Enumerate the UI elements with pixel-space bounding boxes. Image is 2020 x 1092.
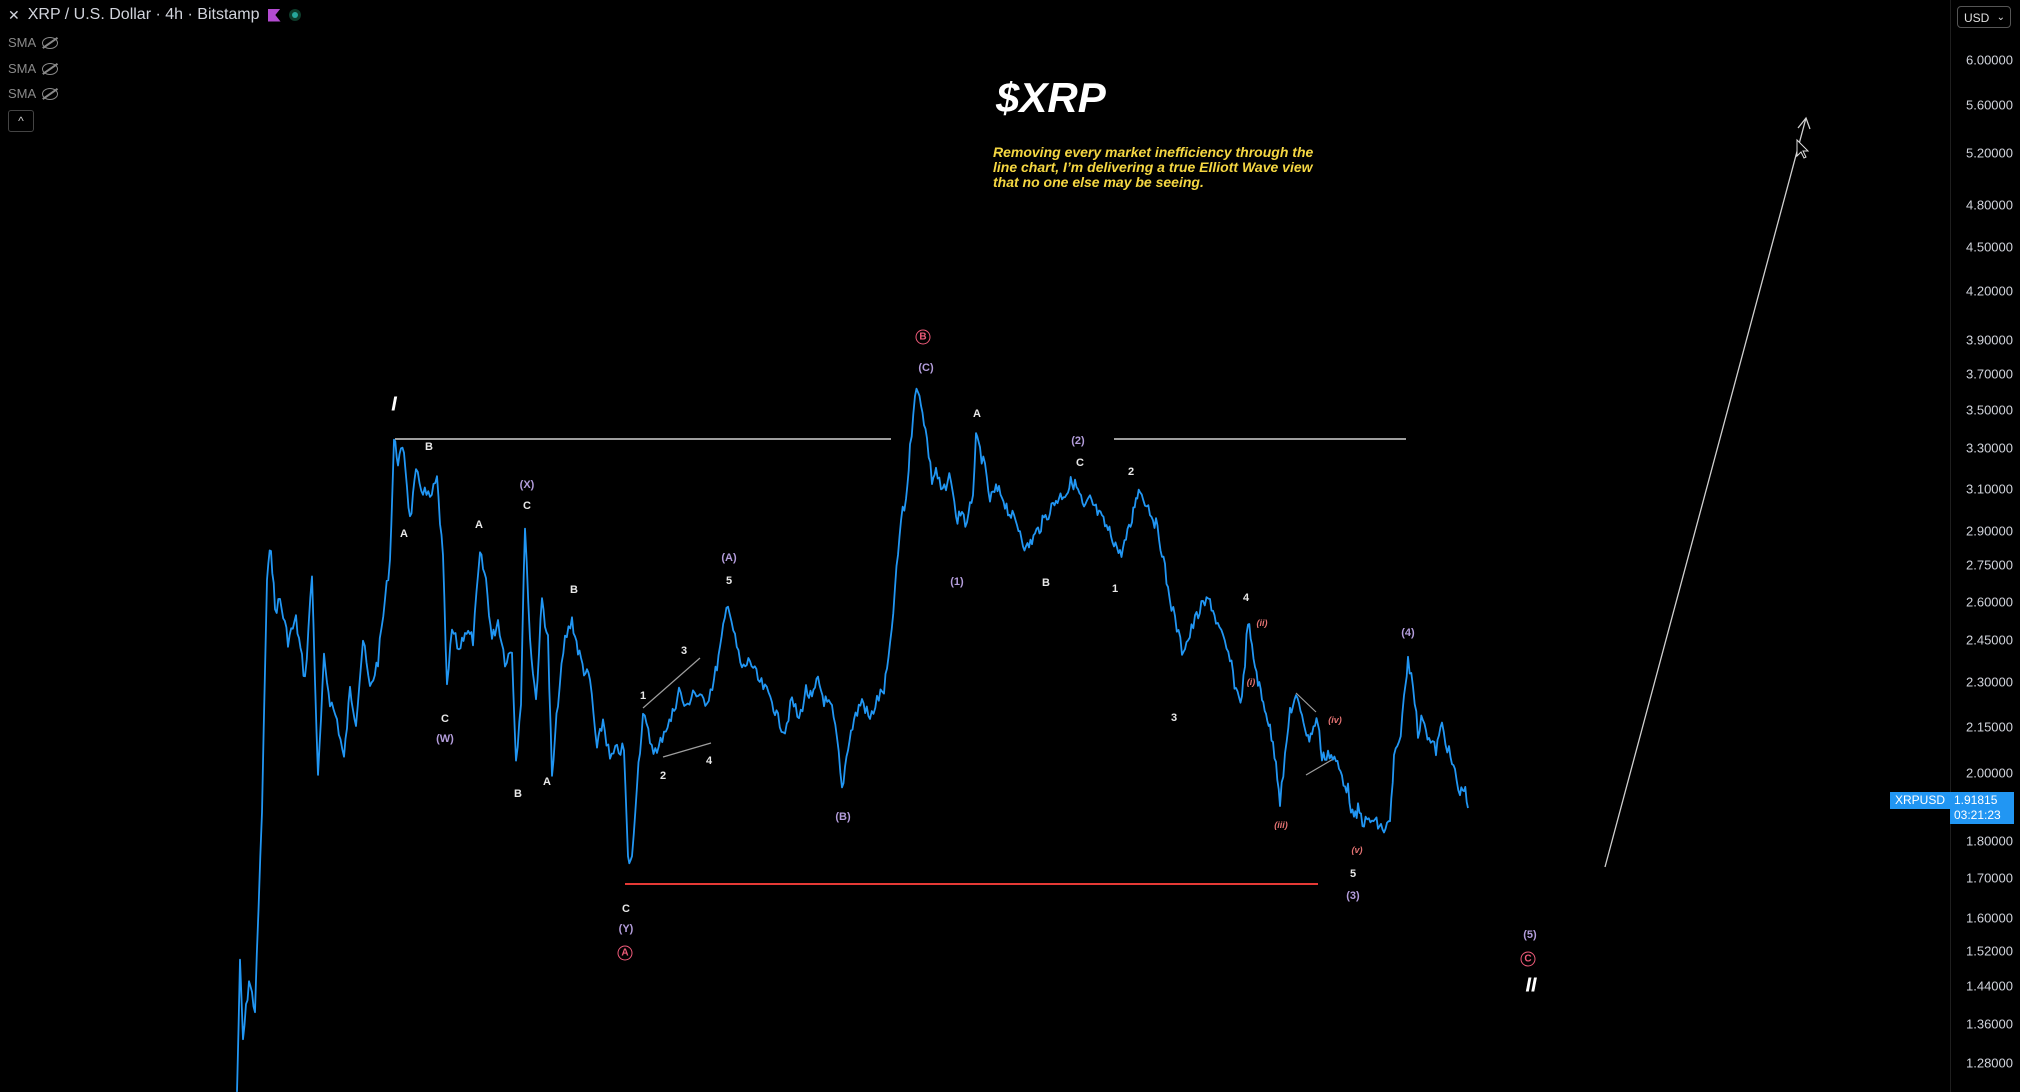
wave-label: B <box>514 788 522 800</box>
wave-label: 3 <box>680 645 688 657</box>
wave-label: (v) <box>1351 845 1363 855</box>
projection-arrow <box>1604 117 1807 868</box>
wave-label: 1 <box>1111 583 1119 595</box>
price-tick: 3.30000 <box>1966 440 2013 456</box>
wave-label: A <box>543 776 551 788</box>
wave-label: (3) <box>1346 890 1360 902</box>
price-tick: 1.44000 <box>1966 978 2013 994</box>
price-tick: 2.90000 <box>1966 523 2013 539</box>
wave-label: 4 <box>705 755 713 767</box>
price-tick: 5.20000 <box>1966 145 2013 161</box>
wedge-lower <box>662 742 712 758</box>
wave-label: B <box>425 441 433 453</box>
price-tick: 3.10000 <box>1966 481 2013 497</box>
indicator-sma-1[interactable]: SMA <box>8 35 59 50</box>
last-price-badge: 1.91815 03:21:23 <box>1950 792 2014 824</box>
wave-label: (C) <box>918 362 934 374</box>
close-icon[interactable]: ✕ <box>8 6 20 23</box>
price-tick: 1.52000 <box>1966 943 2013 959</box>
wave-label: C <box>1520 951 1536 967</box>
chevron-down-icon: ⌄ <box>1996 12 2005 23</box>
price-tick: 1.60000 <box>1966 910 2013 926</box>
wave-label: (5) <box>1523 929 1537 941</box>
price-tick: 4.20000 <box>1966 283 2013 299</box>
wave-label: A <box>617 945 633 961</box>
symbol-header[interactable]: ✕ XRP / U.S. Dollar · 4h · Bitstamp <box>8 6 301 24</box>
wave-label: A <box>973 408 981 420</box>
price-tick: 2.15000 <box>1966 719 2013 735</box>
wave-label: C <box>1076 457 1084 469</box>
wedge-upper-2 <box>1295 692 1317 713</box>
market-open-status-icon <box>288 9 301 21</box>
indicator-sma-3[interactable]: SMA <box>8 86 59 101</box>
price-tick: 2.75000 <box>1966 557 2013 573</box>
wave-label: 1 <box>639 690 647 702</box>
wave-label: A <box>400 528 408 540</box>
wave-label: 5 <box>725 575 733 587</box>
price-tick: 1.80000 <box>1966 833 2013 849</box>
price-line <box>236 387 1469 1092</box>
hidden-eye-icon[interactable] <box>42 36 59 49</box>
wedge-upper <box>642 657 701 709</box>
wave-label: B <box>1042 577 1050 589</box>
currency-select[interactable]: USD ⌄ <box>1957 6 2011 28</box>
price-tick: 6.00000 <box>1966 52 2013 68</box>
price-tick: 2.45000 <box>1966 632 2013 648</box>
hidden-eye-icon[interactable] <box>42 87 59 100</box>
wave-label: 4 <box>1242 592 1250 604</box>
wave-label: (A) <box>721 552 737 564</box>
price-axis[interactable]: USD ⌄ 6.00000 5.60000 5.20000 4.80000 4.50000… <box>1950 0 2020 1092</box>
annotation-description: Removing every market inefficiency throu… <box>993 144 1314 190</box>
wave-label: C <box>523 500 531 512</box>
wave-label: I <box>391 393 397 416</box>
wave-label: (i) <box>1246 677 1256 687</box>
indicator-sma-2[interactable]: SMA <box>8 61 59 76</box>
annotation-title: $XRP <box>996 74 1106 121</box>
price-tick: 4.80000 <box>1966 197 2013 213</box>
wave-label: 5 <box>1349 868 1357 880</box>
wave-label: 2 <box>1127 466 1135 478</box>
projection-arrowhead <box>1797 116 1811 130</box>
wave-label: C <box>622 903 630 915</box>
symbol-price-badge: XRPUSD <box>1889 792 1950 809</box>
wedge-lower-2 <box>1305 757 1336 776</box>
wave-label: B <box>915 329 931 345</box>
symbol-title: XRP / U.S. Dollar · 4h · Bitstamp <box>27 6 260 23</box>
price-tick: 3.90000 <box>1966 332 2013 348</box>
wave-label: (W) <box>436 733 454 745</box>
wave-label: (iv) <box>1328 715 1342 725</box>
wave-label: 3 <box>1170 712 1178 724</box>
price-tick: 3.50000 <box>1966 402 2013 418</box>
wave-label: (2) <box>1071 435 1085 447</box>
price-chart[interactable] <box>0 0 1950 1092</box>
price-tick: 5.60000 <box>1966 97 2013 113</box>
wave-label: (iii) <box>1274 820 1288 830</box>
price-tick: 1.70000 <box>1966 870 2013 886</box>
price-tick: 1.28000 <box>1966 1055 2013 1071</box>
wave-label: B <box>570 584 578 596</box>
hidden-eye-icon[interactable] <box>42 62 59 75</box>
price-tick: 2.00000 <box>1966 765 2013 781</box>
wave-label: (ii) <box>1256 618 1268 628</box>
price-tick: 2.60000 <box>1966 594 2013 610</box>
wave-label: (1) <box>950 576 964 588</box>
flag-icon[interactable] <box>267 8 281 22</box>
wave-label: (4) <box>1401 627 1415 639</box>
price-tick: 4.50000 <box>1966 239 2013 255</box>
wave-label: A <box>475 519 483 531</box>
price-tick: 2.30000 <box>1966 674 2013 690</box>
wave-label: 2 <box>659 770 667 782</box>
price-tick: 3.70000 <box>1966 366 2013 382</box>
collapse-indicators-button[interactable]: ^ <box>8 110 34 132</box>
price-tick: 1.36000 <box>1966 1016 2013 1032</box>
wave-label: (B) <box>835 811 851 823</box>
wave-label: II <box>1525 974 1537 997</box>
wave-label: (Y) <box>618 923 634 935</box>
wave-label: (X) <box>519 479 535 491</box>
cursor-icon <box>1796 138 1810 159</box>
wave-label: C <box>441 713 449 725</box>
